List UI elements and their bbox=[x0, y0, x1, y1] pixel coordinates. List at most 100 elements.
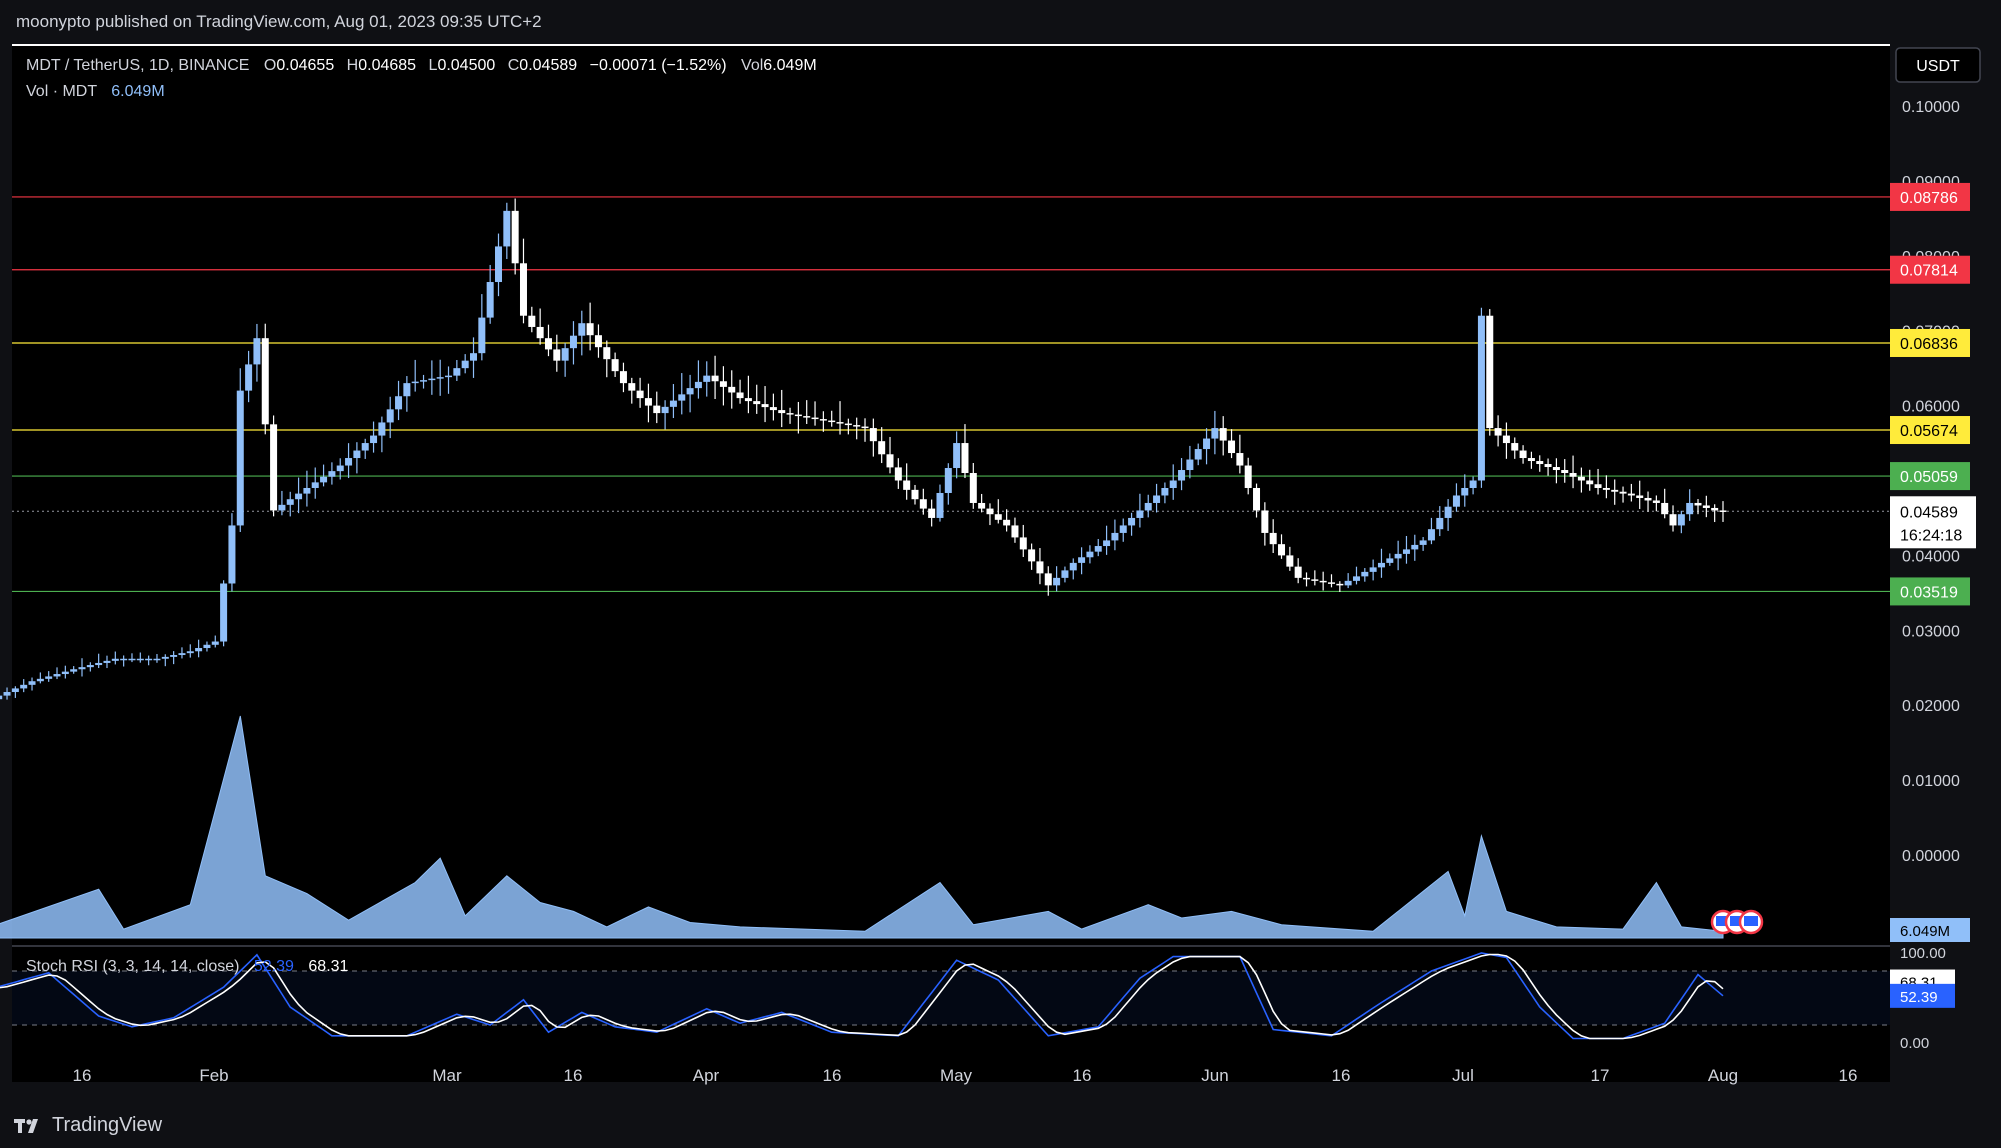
tradingview-logo[interactable]: TradingView bbox=[14, 1114, 162, 1137]
candle bbox=[1028, 543, 1036, 570]
candle bbox=[436, 359, 444, 396]
legend-vol-series: Vol · MDT bbox=[26, 83, 97, 100]
candle bbox=[1311, 570, 1319, 586]
candle bbox=[886, 436, 894, 474]
candle bbox=[3, 687, 11, 700]
candle bbox=[1702, 495, 1710, 518]
candle bbox=[361, 438, 369, 459]
legend-low-label: L bbox=[429, 57, 438, 74]
legend-low: 0.04500 bbox=[437, 57, 495, 74]
candle bbox=[136, 652, 144, 663]
time-tick-9: 16 bbox=[1332, 1066, 1351, 1085]
candle bbox=[1652, 495, 1660, 512]
price-axis[interactable]: 0.100000.090000.080000.070000.060000.050… bbox=[1890, 99, 1976, 865]
candle bbox=[878, 427, 886, 464]
candle bbox=[711, 355, 719, 399]
candle bbox=[1361, 568, 1369, 582]
candle bbox=[453, 359, 461, 381]
candle bbox=[1377, 548, 1385, 578]
candle bbox=[320, 464, 328, 487]
level-badge-4: 0.05059 bbox=[1890, 462, 1970, 491]
footer: TradingView bbox=[0, 1104, 2001, 1148]
candle bbox=[686, 374, 694, 413]
candle bbox=[561, 342, 569, 377]
candle bbox=[1719, 501, 1727, 522]
stoch-rsi-tick-1: 0.00 bbox=[1900, 1035, 1929, 1052]
legend-high-label: H bbox=[347, 57, 359, 74]
candle bbox=[445, 366, 453, 394]
tradingview-logo-icon bbox=[14, 1118, 38, 1133]
candle bbox=[245, 350, 253, 403]
candle bbox=[1711, 504, 1719, 523]
legend-close-label: C bbox=[508, 57, 520, 74]
candle bbox=[170, 651, 178, 665]
candle bbox=[1627, 483, 1635, 502]
candle bbox=[594, 324, 602, 358]
candle bbox=[861, 418, 869, 442]
candle bbox=[1153, 483, 1161, 513]
time-axis[interactable]: 16 Feb Mar 16 Apr 16 May 16 Jun 16 Jul 17 Aug 16 bbox=[73, 1066, 1858, 1085]
candle bbox=[569, 321, 577, 365]
candle bbox=[553, 334, 561, 372]
candle bbox=[578, 310, 586, 356]
candle bbox=[969, 463, 977, 509]
candle bbox=[1261, 502, 1269, 546]
candle bbox=[928, 499, 936, 527]
candle bbox=[1011, 517, 1019, 543]
chart-legend: MDT / TetherUS, 1D, BINANCE O0.04655 H0.… bbox=[26, 57, 817, 100]
event-flag-icon[interactable] bbox=[1738, 909, 1764, 935]
candle bbox=[11, 686, 19, 698]
svg-text:0.08786: 0.08786 bbox=[1900, 190, 1958, 207]
stoch-rsi-tick-0: 100.00 bbox=[1900, 945, 1946, 962]
currency-selector[interactable]: USDT bbox=[1895, 47, 1981, 83]
svg-text:0.03519: 0.03519 bbox=[1900, 584, 1958, 601]
candle bbox=[503, 202, 511, 260]
time-tick-5: 16 bbox=[823, 1066, 842, 1085]
level-badge-2: 0.06836 bbox=[1890, 328, 1970, 357]
candle bbox=[1569, 455, 1577, 489]
candle bbox=[1561, 459, 1569, 483]
candle bbox=[1452, 483, 1460, 512]
price-tick-10: 0.00000 bbox=[1902, 848, 1960, 865]
legend-symbol: MDT / TetherUS, 1D, BINANCE bbox=[26, 57, 249, 74]
candle bbox=[261, 323, 269, 435]
candle bbox=[1061, 566, 1069, 583]
candle bbox=[153, 654, 161, 663]
candle bbox=[45, 671, 53, 682]
candle bbox=[778, 389, 786, 428]
candle bbox=[828, 410, 836, 427]
price-tick-9: 0.01000 bbox=[1902, 773, 1960, 790]
candle bbox=[1344, 573, 1352, 589]
stoch-rsi-k-value: 52.39 bbox=[254, 958, 294, 975]
legend-close: 0.04589 bbox=[519, 57, 577, 74]
candle bbox=[1577, 467, 1585, 493]
candle bbox=[311, 467, 319, 499]
svg-text:Stoch RSI (3, 3, 14, 14, close: Stoch RSI (3, 3, 14, 14, close) 52.39 68… bbox=[26, 958, 349, 975]
candle bbox=[1144, 494, 1152, 518]
candle bbox=[128, 653, 136, 663]
candle bbox=[1411, 534, 1419, 561]
candle bbox=[1286, 546, 1294, 571]
candle bbox=[703, 361, 711, 397]
candle bbox=[1477, 307, 1485, 488]
candle bbox=[1186, 445, 1194, 479]
candle bbox=[186, 644, 194, 658]
candle bbox=[345, 443, 353, 479]
candle bbox=[628, 377, 636, 404]
candle bbox=[1228, 429, 1236, 459]
svg-text:52.39: 52.39 bbox=[1900, 989, 1938, 1006]
time-tick-7: 16 bbox=[1073, 1066, 1092, 1085]
candle bbox=[961, 424, 969, 479]
candle bbox=[719, 366, 727, 406]
legend-high: 0.04685 bbox=[358, 57, 416, 74]
svg-text:0.07814: 0.07814 bbox=[1900, 263, 1958, 280]
chart-canvas[interactable]: 6.049M 100.00 0.00 68.31 52.39 0.100000.090… bbox=[0, 44, 2001, 1104]
candle bbox=[1686, 489, 1694, 521]
candle bbox=[228, 513, 236, 592]
price-tick-8: 0.02000 bbox=[1902, 698, 1960, 715]
candle bbox=[1536, 455, 1544, 472]
candle bbox=[1327, 574, 1335, 588]
candle bbox=[953, 431, 961, 479]
candle bbox=[395, 380, 403, 421]
publish-header: moonypto published on TradingView.com, A… bbox=[0, 0, 2001, 44]
